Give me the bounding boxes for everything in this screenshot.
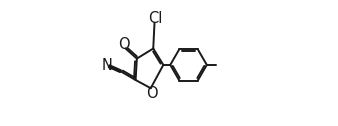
Text: O: O — [118, 37, 130, 52]
Text: O: O — [146, 86, 158, 101]
Text: N: N — [101, 58, 112, 73]
Text: Cl: Cl — [148, 11, 162, 26]
